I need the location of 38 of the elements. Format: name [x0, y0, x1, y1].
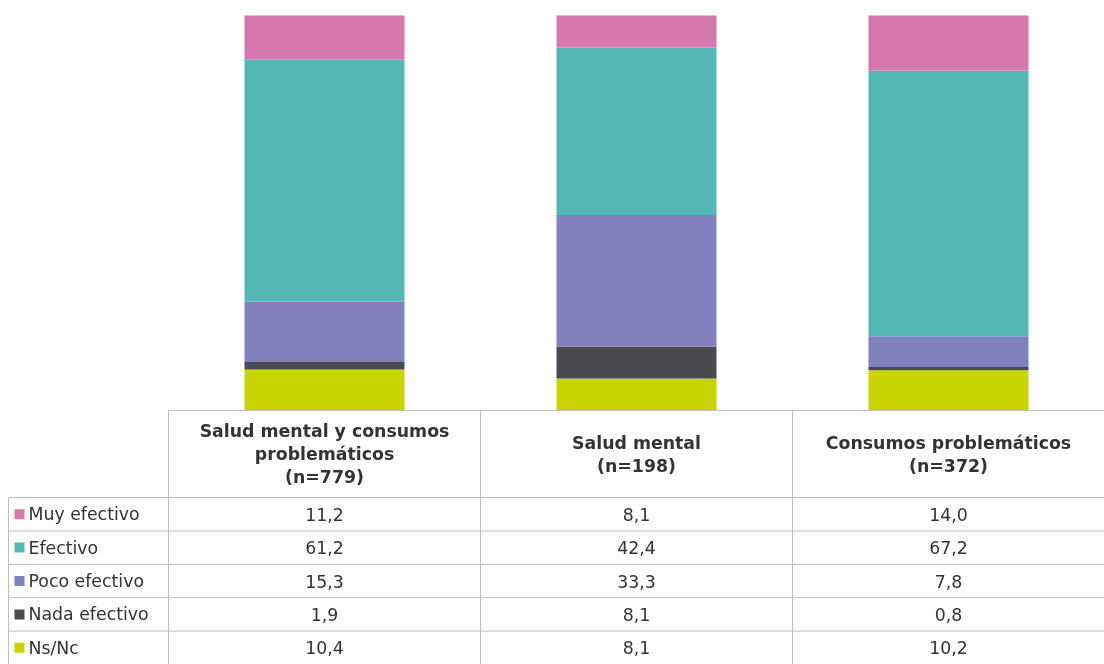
data-label: 14,0	[929, 504, 968, 525]
data-label: 67,2	[929, 538, 968, 559]
data-label: 8,1	[622, 504, 651, 525]
bar	[244, 361, 405, 370]
data-label: 33,3	[617, 571, 656, 592]
bar	[556, 47, 717, 215]
bar	[556, 378, 717, 411]
data-label: 7,8	[934, 571, 963, 592]
bar	[868, 15, 1029, 71]
data-label: 0,8	[934, 604, 963, 625]
bar	[244, 15, 405, 60]
bar	[244, 369, 405, 411]
bar	[868, 367, 1029, 371]
bar	[556, 214, 717, 347]
data-label: 10,4	[305, 638, 344, 659]
data-label: 8,1	[622, 604, 651, 625]
x-tick-label: Salud mental (n=198)	[572, 432, 701, 476]
data-label: 61,2	[305, 538, 344, 559]
legend-label: Ns/Nc	[28, 637, 79, 658]
legend-label: Muy efectivo	[28, 504, 140, 525]
data-label: 15,3	[305, 571, 344, 592]
bar	[244, 301, 405, 362]
legend-label: Efectivo	[28, 537, 99, 558]
data-label: 8,1	[622, 638, 651, 659]
bar	[868, 70, 1029, 337]
x-tick-label: Salud mental y consumos problemáticos (n=779)	[199, 421, 450, 487]
bar	[868, 336, 1029, 368]
data-label: 11,2	[305, 504, 344, 525]
bar	[556, 15, 717, 48]
legend-label: Poco efectivo	[28, 571, 144, 591]
legend-label: Nada efectivo	[28, 604, 149, 625]
data-label: 1,9	[310, 604, 339, 625]
bar	[556, 346, 717, 379]
data-label: 42,4	[617, 538, 656, 559]
x-tick-label: Consumos problemáticos (n=372)	[825, 432, 1072, 476]
bar	[868, 370, 1029, 411]
data-label: 10,2	[929, 638, 968, 659]
bar	[244, 59, 405, 302]
